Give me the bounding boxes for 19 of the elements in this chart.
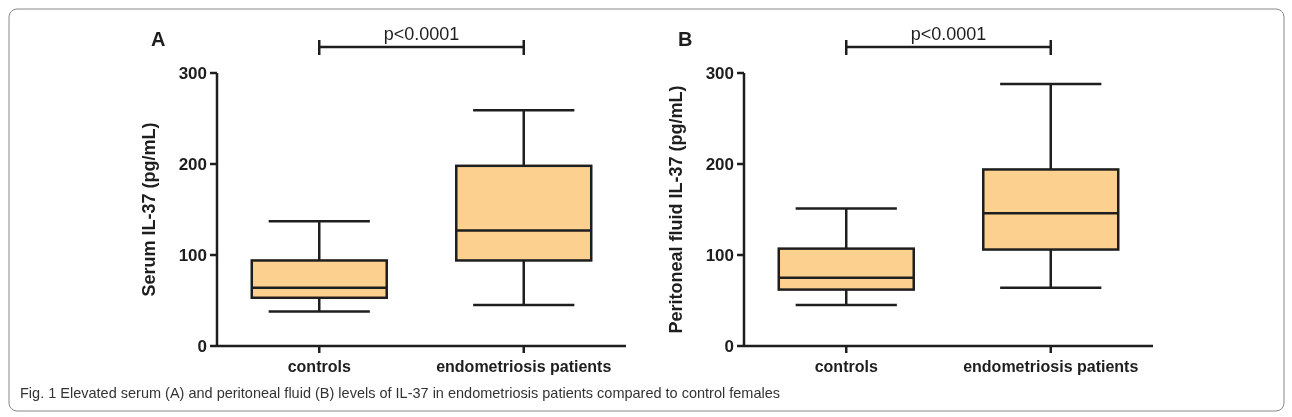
y-tick-label: 300 xyxy=(705,64,734,84)
x-tick-label: endometriosis patients xyxy=(436,358,612,375)
y-tick-label: 100 xyxy=(705,246,734,266)
text: p<0.0001 xyxy=(910,24,987,44)
y-tick-label: 200 xyxy=(178,155,207,175)
chart-title: A xyxy=(151,28,166,50)
text: p<0.0001 xyxy=(383,24,460,44)
chart-title: B xyxy=(678,28,693,50)
y-tick-label: 0 xyxy=(197,337,207,357)
y-tick-label: 100 xyxy=(178,246,207,266)
y-axis-title: Peritoneal fluid IL-37 (pg/mL) xyxy=(666,85,686,334)
y-tick-label: 300 xyxy=(178,64,207,84)
y-axis-title: Serum IL-37 (pg/mL) xyxy=(139,122,159,297)
x-tick-label: controls xyxy=(287,358,351,375)
x-tick-label: controls xyxy=(814,358,878,375)
y-tick-label: 200 xyxy=(705,155,734,175)
y-tick-label: 0 xyxy=(724,337,734,357)
caption: Fig. 1 Elevated serum (A) and peritoneal fluid (B) levels of IL-37 in endometriosis patients compared to control females xyxy=(20,385,781,401)
x-tick-label: endometriosis patients xyxy=(963,358,1139,375)
